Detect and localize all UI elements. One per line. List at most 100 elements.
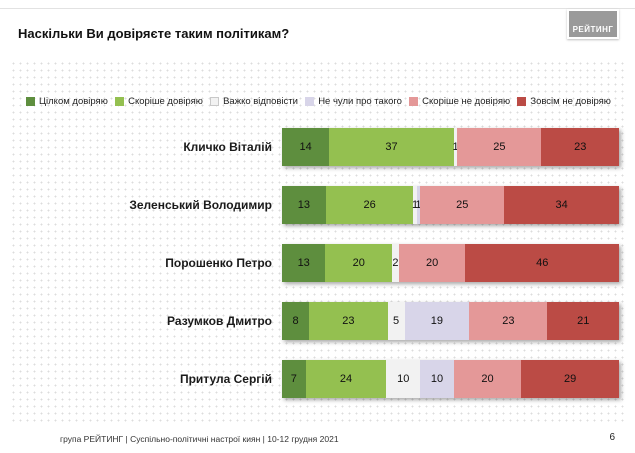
bar-segment: 29 [521, 360, 619, 398]
value-label: 25 [456, 199, 469, 211]
bar-segment: 13 [282, 186, 326, 224]
bar-segment: 23 [469, 302, 548, 340]
value-label: 24 [339, 373, 353, 385]
footer: група РЕЙТИНГ | Суспільно-політичні наст… [0, 431, 635, 447]
value-label: 5 [392, 315, 400, 327]
legend-swatch [26, 96, 35, 106]
rating-logo: РЕЙТИНГ [567, 9, 619, 39]
value-label: 23 [502, 315, 515, 327]
legend-label: Скоріше не довіряю [422, 95, 511, 107]
chart-row: Притула Сергій 7 24 10 10 20 29 [10, 360, 625, 398]
bar-segment: 13 [282, 244, 326, 282]
bar-segment: 19 [404, 302, 470, 340]
bar-segment: 24 [305, 360, 387, 398]
value-label: 1 [412, 199, 419, 211]
chart-row: Зеленський Володимир 13 26 1 1 25 34 [10, 186, 625, 224]
legend-item: Важко відповісти [210, 96, 298, 107]
value-label: 13 [297, 199, 311, 211]
legend-label: Скоріше довіряю [128, 95, 203, 107]
legend-swatch [409, 96, 419, 106]
value-label: 20 [481, 373, 494, 385]
bar-segment: 25 [457, 128, 542, 166]
bar-segment: 26 [325, 186, 414, 224]
bar-segment: 2 [392, 244, 399, 282]
bar-segment: 14 [282, 128, 330, 166]
rating-logo-label: РЕЙТИНГ [572, 25, 614, 34]
value-label: 20 [426, 257, 439, 269]
bar-segment: 10 [386, 360, 421, 398]
bar-segment: 20 [398, 244, 466, 282]
footer-source: група РЕЙТИНГ | Суспільно-політичні наст… [60, 434, 339, 444]
legend-item: Цілком довіряю [26, 96, 108, 107]
value-label: 10 [430, 373, 444, 385]
value-label: 14 [299, 141, 312, 153]
bar-segment: 20 [453, 360, 522, 398]
chart-row: Разумков Дмитро 8 23 5 19 23 21 [10, 302, 625, 340]
value-label: 26 [363, 199, 376, 211]
bar-segment: 23 [541, 128, 619, 166]
value-label: 25 [493, 141, 506, 153]
legend-swatch [210, 96, 220, 106]
stacked-bar: 14 37 1 25 23 [282, 128, 619, 166]
stacked-bar: 13 26 1 1 25 34 [282, 186, 619, 224]
chart-row: Порошенко Петро 13 20 2 20 46 [10, 244, 625, 282]
legend-swatch [115, 96, 125, 106]
top-divider [0, 8, 635, 9]
legend-swatch [517, 96, 527, 106]
category-label: Порошенко Петро [165, 256, 272, 270]
bar-segment: 1 [415, 186, 422, 224]
page-title: Наскільки Ви довіряєте таким політикам? [18, 26, 290, 41]
bar-segment: 1 [452, 128, 459, 166]
value-label: 10 [397, 373, 410, 385]
category-label: Разумков Дмитро [167, 314, 272, 328]
bar-segment: 21 [547, 302, 619, 340]
category-label: Зеленський Володимир [129, 198, 272, 212]
stacked-bar: 7 24 10 10 20 29 [282, 360, 619, 398]
legend-item: Скоріше довіряю [115, 96, 203, 107]
legend-item: Зовсім не довіряю [517, 96, 611, 107]
value-label: 2 [392, 257, 399, 269]
value-label: 21 [577, 315, 590, 327]
chart-row: Кличко Віталій 14 37 1 25 23 [10, 128, 625, 166]
category-label: Притула Сергій [179, 372, 272, 386]
value-label: 20 [352, 257, 365, 269]
bar-segment: 23 [309, 302, 388, 340]
stacked-bar: 13 20 2 20 46 [282, 244, 619, 282]
value-label: 46 [536, 257, 549, 269]
value-label: 7 [290, 373, 297, 385]
bar-segment: 10 [420, 360, 454, 398]
stacked-bar-chart: Кличко Віталій 14 37 1 25 23 Зеленський Володи… [10, 128, 625, 398]
bar-segment: 7 [282, 360, 306, 398]
value-label: 1 [452, 141, 459, 153]
legend-label: Зовсім не довіряю [530, 95, 611, 107]
value-label: 34 [555, 199, 568, 211]
value-label: 23 [574, 141, 587, 153]
legend-item: Скоріше не довіряю [409, 96, 510, 107]
chart-area: Цілком довіряю Скоріше довіряю Важко відпо… [10, 60, 625, 423]
bar-segment: 5 [387, 302, 405, 340]
legend: Цілком довіряю Скоріше довіряю Важко відпо… [10, 94, 625, 108]
bar-segment: 8 [282, 302, 310, 340]
value-label: 13 [297, 257, 310, 269]
legend-item: Не чули про такого [305, 96, 402, 107]
bar-segment: 25 [420, 186, 505, 224]
bar-segment: 46 [465, 244, 619, 282]
value-label: 8 [292, 315, 299, 327]
bar-segment: 1 [412, 186, 419, 224]
value-label: 23 [342, 315, 355, 327]
legend-label: Цілком довіряю [39, 95, 108, 107]
legend-label: Не чули про такого [318, 95, 402, 107]
value-label: 29 [563, 373, 577, 385]
legend-swatch [305, 96, 315, 106]
legend-label: Важко відповісти [223, 95, 298, 107]
bar-segment: 34 [504, 186, 619, 224]
bar-segment: 20 [325, 244, 393, 282]
value-label: 37 [385, 141, 398, 153]
page-number: 6 [609, 432, 615, 443]
category-label: Кличко Віталій [183, 140, 272, 154]
stacked-bar: 8 23 5 19 23 21 [282, 302, 619, 340]
value-label: 1 [415, 199, 422, 211]
value-label: 19 [430, 315, 443, 327]
bar-segment: 37 [329, 128, 454, 166]
